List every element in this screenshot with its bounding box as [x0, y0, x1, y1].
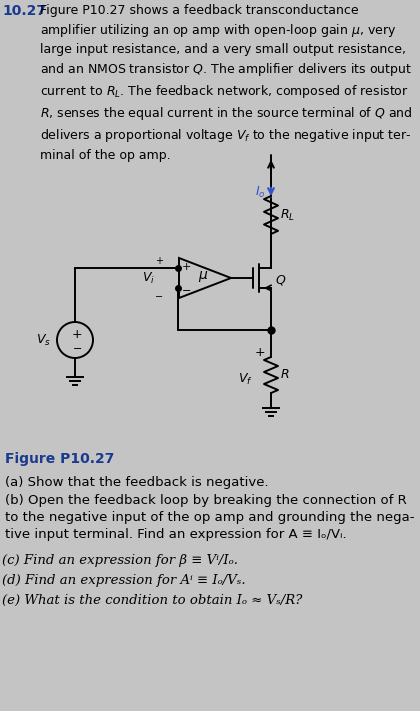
Text: $V_f$: $V_f$ — [238, 371, 253, 387]
Text: Figure P10.27: Figure P10.27 — [5, 452, 114, 466]
Text: $-$: $-$ — [181, 284, 191, 294]
Text: +: + — [155, 256, 163, 266]
Text: Figure P10.27 shows a feedback transconductance
amplifier utilizing an op amp wi: Figure P10.27 shows a feedback transcond… — [40, 4, 412, 161]
Text: $V_s$: $V_s$ — [36, 333, 51, 348]
Text: (d) Find an expression for Aⁱ ≡ Iₒ/Vₛ.: (d) Find an expression for Aⁱ ≡ Iₒ/Vₛ. — [2, 574, 246, 587]
Text: (a) Show that the feedback is negative.: (a) Show that the feedback is negative. — [5, 476, 269, 489]
Text: (e) What is the condition to obtain Iₒ ≈ Vₛ/R?: (e) What is the condition to obtain Iₒ ≈… — [2, 594, 302, 607]
Text: (c) Find an expression for β ≡ Vⁱ/Iₒ.: (c) Find an expression for β ≡ Vⁱ/Iₒ. — [2, 554, 238, 567]
Text: $\mu$: $\mu$ — [198, 269, 208, 284]
Text: $R_L$: $R_L$ — [280, 208, 295, 223]
Text: $R$: $R$ — [280, 368, 289, 382]
Text: $I_o$: $I_o$ — [255, 184, 266, 200]
Text: $+$: $+$ — [181, 262, 191, 272]
Text: $Q$: $Q$ — [275, 273, 286, 287]
Text: 10.27: 10.27 — [2, 4, 46, 18]
Text: +: + — [72, 328, 82, 341]
Text: $-$: $-$ — [72, 342, 82, 352]
Text: $-$: $-$ — [155, 290, 163, 300]
Text: $V_i$: $V_i$ — [142, 270, 155, 286]
Text: +: + — [255, 346, 265, 358]
Text: (b) Open the feedback loop by breaking the connection of R
to the negative input: (b) Open the feedback loop by breaking t… — [5, 494, 415, 541]
